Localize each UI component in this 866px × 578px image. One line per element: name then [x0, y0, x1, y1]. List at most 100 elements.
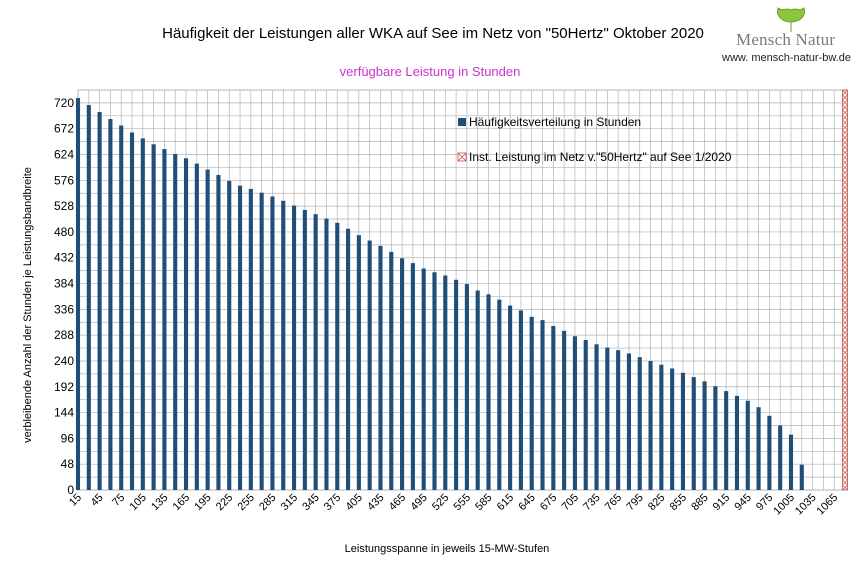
marker-hatch [842, 364, 848, 371]
logo-url-text: www. mensch-natur-bw.de [722, 52, 851, 64]
bar [183, 158, 189, 490]
bar [346, 228, 351, 491]
marker-hatch [842, 324, 848, 331]
y-tick-label: 288 [54, 328, 74, 342]
legend-label-bars: Häufigkeitsverteilung in Stunden [469, 115, 641, 129]
marker-hatch [842, 144, 848, 151]
bar [551, 326, 556, 490]
marker-hatch [842, 249, 848, 256]
bar [367, 240, 372, 490]
bar [562, 330, 567, 490]
bar [259, 192, 264, 490]
x-tick-label: 555 [452, 492, 473, 513]
bar [637, 357, 642, 490]
y-tick-label: 624 [54, 148, 74, 162]
bar [670, 368, 675, 490]
x-tick-label: 315 [279, 492, 300, 513]
bar [594, 344, 599, 490]
ginkgo-leaf-icon [777, 7, 805, 32]
marker-hatch [842, 414, 848, 421]
bar [216, 174, 221, 491]
x-tick-label: 45 [89, 492, 106, 509]
legend-label-marker: Inst. Leistung im Netz v."50Hertz" auf S… [469, 150, 732, 164]
marker-hatch [842, 149, 848, 156]
bar [724, 391, 729, 490]
marker-hatch [842, 464, 848, 471]
marker-hatch [842, 184, 848, 191]
marker-hatch [842, 94, 848, 101]
bar [475, 290, 480, 490]
marker-hatch [842, 329, 848, 336]
x-tick-label: 75 [110, 492, 127, 509]
marker-hatch [842, 129, 848, 136]
y-axis-label: verbleibende Anzahl der Stunden je Leist… [22, 167, 34, 443]
y-tick-label: 96 [61, 431, 75, 445]
bar [421, 268, 426, 490]
x-tick-label: 705 [560, 492, 581, 513]
marker-hatch [842, 354, 848, 361]
legend-swatch-bars [458, 118, 466, 126]
y-tick-label: 192 [54, 380, 74, 394]
bar [734, 395, 740, 490]
marker-hatch [842, 409, 848, 416]
marker-hatch [842, 159, 848, 166]
legend-swatch-marker [457, 152, 467, 162]
marker-hatch [842, 109, 848, 116]
x-tick-label: 855 [668, 492, 689, 513]
marker-hatch [842, 444, 848, 451]
bar [281, 200, 286, 490]
marker-hatch [842, 384, 848, 391]
marker-hatch [842, 89, 848, 96]
y-tick-label: 384 [54, 277, 74, 291]
marker-hatch [842, 104, 848, 111]
y-tick-label: 528 [54, 199, 74, 213]
y-tick-label: 0 [67, 483, 74, 497]
bar [508, 305, 513, 490]
marker-hatch [842, 369, 848, 376]
bar [454, 279, 459, 490]
x-tick-label: 525 [430, 492, 451, 513]
bar [626, 353, 631, 490]
marker-hatch [842, 174, 848, 181]
marker-hatch [842, 314, 848, 321]
bar [464, 284, 469, 490]
bar [497, 299, 502, 490]
y-tick-label: 480 [54, 225, 74, 239]
bar [237, 185, 243, 491]
x-tick-label: 105 [127, 492, 148, 513]
marker-hatch [842, 439, 848, 446]
marker-hatch [842, 424, 848, 431]
marker-hatch [842, 199, 848, 206]
x-tick-label: 195 [192, 492, 213, 513]
marker-hatch [842, 179, 848, 186]
marker-hatch [842, 479, 848, 486]
y-tick-label: 48 [61, 457, 75, 471]
bar [86, 105, 91, 490]
bar [162, 149, 167, 491]
bar [788, 434, 794, 490]
x-tick-label: 435 [365, 492, 386, 513]
marker-hatch [842, 319, 848, 326]
chart-title: Häufigkeit der Leistungen aller WKA auf … [162, 25, 704, 42]
x-tick-label: 735 [581, 492, 602, 513]
x-tick-label: 345 [300, 492, 321, 513]
x-tick-label: 645 [516, 492, 537, 513]
bar [659, 364, 664, 490]
marker-hatch [842, 244, 848, 251]
logo-brand-text: Mensch Natur [736, 30, 836, 49]
x-tick-label: 225 [214, 492, 235, 513]
bar [540, 320, 545, 490]
bar [410, 263, 415, 490]
bar [572, 336, 577, 490]
x-tick-label: 1065 [815, 492, 841, 518]
marker-hatch [842, 344, 848, 351]
x-tick-label: 765 [603, 492, 624, 513]
marker-hatch [842, 419, 848, 426]
marker-hatch [842, 429, 848, 436]
bar [605, 347, 610, 490]
bar [529, 316, 534, 490]
y-tick-label: 144 [54, 406, 74, 420]
bar [648, 360, 653, 490]
marker-hatch [842, 234, 848, 241]
marker-hatch [842, 389, 848, 396]
